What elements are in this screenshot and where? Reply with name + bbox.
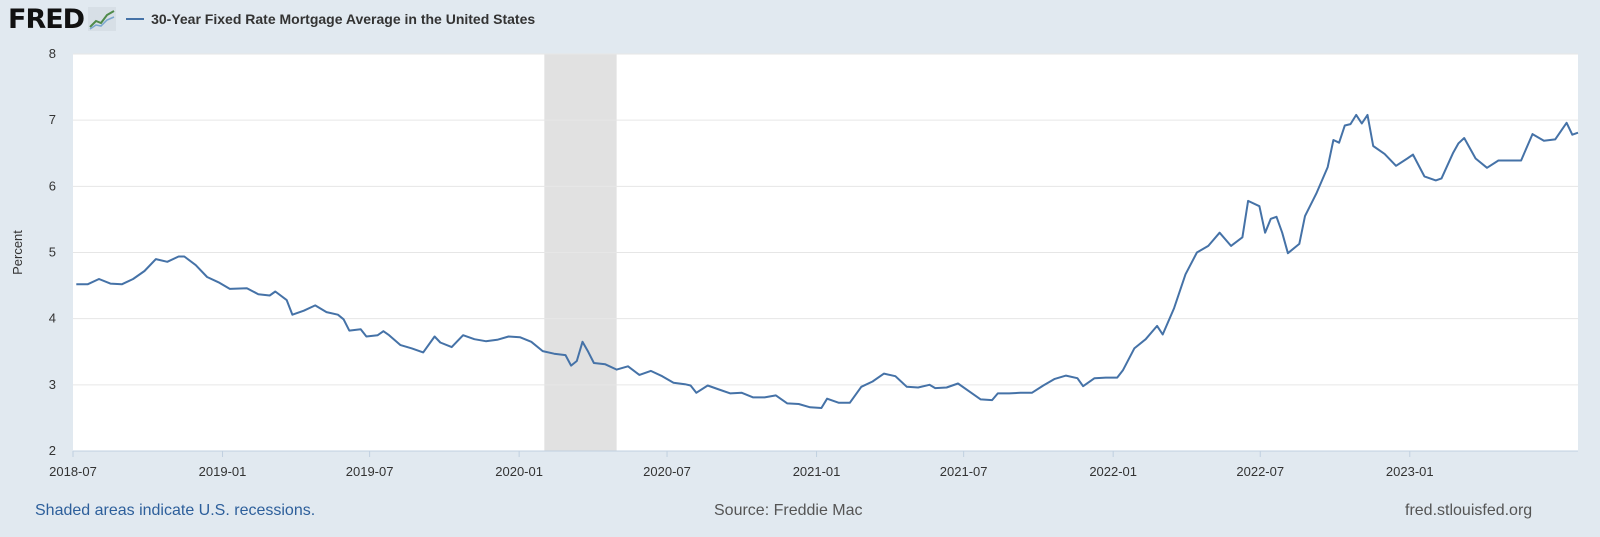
recession-note[interactable]: Shaded areas indicate U.S. recessions. — [35, 502, 316, 519]
y-tick-label: 3 — [49, 377, 56, 392]
x-tick-label: 2022-01 — [1089, 464, 1137, 479]
y-tick-label: 4 — [49, 311, 56, 326]
fred-logo[interactable]: FRED — [8, 3, 85, 35]
y-tick-label: 8 — [49, 46, 56, 61]
legend-swatch — [126, 18, 145, 20]
chart-header: FRED 30-Year Fixed Rate Mortgage Average… — [8, 3, 535, 35]
x-axis: 2018-07 2019-01 2019-07 2020-01 2020-07 2021-… — [49, 451, 1434, 479]
y-tick-label: 6 — [49, 178, 56, 193]
chart-legend[interactable]: 30-Year Fixed Rate Mortgage Average in t… — [126, 11, 535, 27]
y-tick-label: 2 — [49, 443, 56, 458]
y-axis-label: Percent — [10, 230, 25, 275]
x-tick-label: 2023-01 — [1386, 464, 1434, 479]
x-tick-label: 2020-01 — [495, 464, 543, 479]
y-tick-label: 7 — [49, 112, 56, 127]
x-tick-label: 2021-01 — [793, 464, 841, 479]
series-line[interactable] — [76, 113, 1579, 409]
y-tick-label: 5 — [49, 245, 56, 260]
x-tick-label: 2021-07 — [940, 464, 988, 479]
legend-label: 30-Year Fixed Rate Mortgage Average in t… — [151, 11, 536, 27]
x-tick-label: 2019-01 — [199, 464, 247, 479]
x-tick-label: 2019-07 — [346, 464, 394, 479]
line-graph-icon — [88, 7, 117, 31]
source-note: Source: Freddie Mac — [714, 502, 863, 519]
series-layer — [76, 113, 1579, 409]
x-tick-label: 2018-07 — [49, 464, 97, 479]
x-tick-label: 2022-07 — [1236, 464, 1284, 479]
site-link[interactable]: fred.stlouisfed.org — [1405, 502, 1533, 519]
x-tick-label: 2020-07 — [643, 464, 691, 479]
gridlines — [73, 53, 1578, 386]
y-axis: 2 3 4 5 6 7 8 — [49, 46, 1578, 458]
